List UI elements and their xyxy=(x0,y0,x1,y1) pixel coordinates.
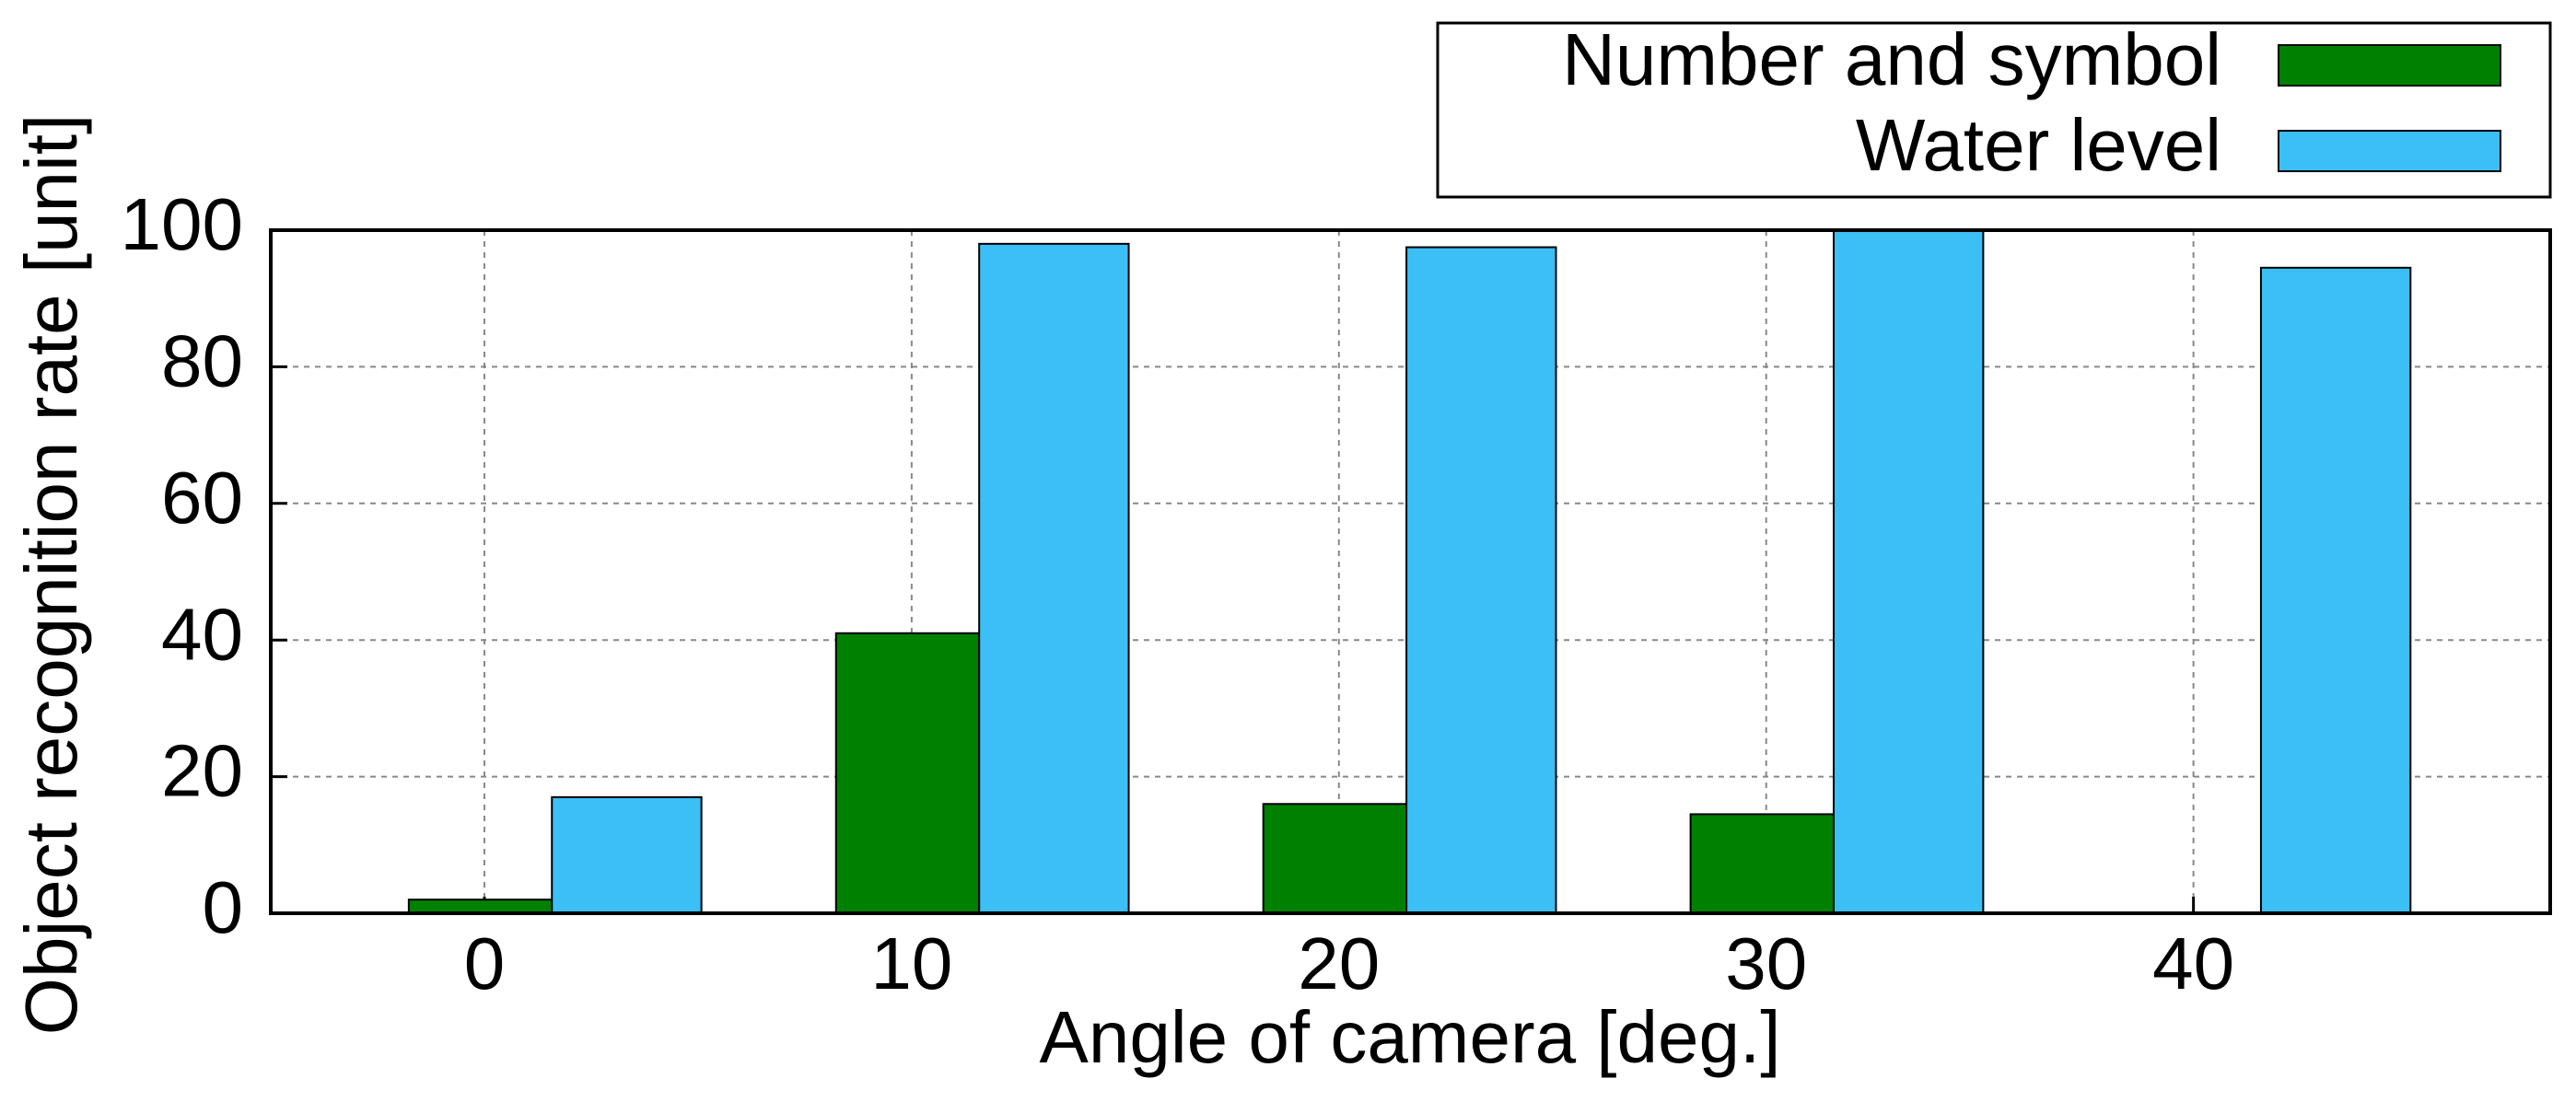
legend-swatch xyxy=(2278,44,2501,87)
x-tick-label: 30 xyxy=(1725,922,1807,1004)
x-tick-label: 20 xyxy=(1298,922,1380,1004)
bar xyxy=(407,899,554,914)
y-tick-label: 60 xyxy=(161,457,243,539)
legend-label: Number and symbol xyxy=(1562,18,2221,100)
bar xyxy=(834,632,981,915)
x-tick-label: 10 xyxy=(870,922,952,1004)
y-tick-label: 20 xyxy=(161,730,243,812)
y-tick-label: 40 xyxy=(161,593,243,675)
plot-frame xyxy=(269,228,2552,915)
y-axis-title: Object recognition rate [unit] xyxy=(10,114,92,1036)
x-axis-title: Angle of camera [deg.] xyxy=(1040,996,1781,1078)
y-tick-label: 80 xyxy=(161,320,243,402)
bar xyxy=(1689,813,1836,914)
y-tick-label: 100 xyxy=(121,183,243,265)
y-tick-label: 0 xyxy=(203,866,244,948)
bar xyxy=(1405,246,1557,914)
x-tick-label: 0 xyxy=(464,922,506,1004)
legend-swatch xyxy=(2278,130,2501,172)
bar xyxy=(2259,266,2412,914)
bar xyxy=(978,242,1130,914)
bar xyxy=(551,795,703,914)
bar xyxy=(1833,229,1985,914)
legend-label: Water level xyxy=(1856,104,2221,186)
bar xyxy=(1262,803,1408,915)
x-tick-label: 40 xyxy=(2152,922,2234,1004)
